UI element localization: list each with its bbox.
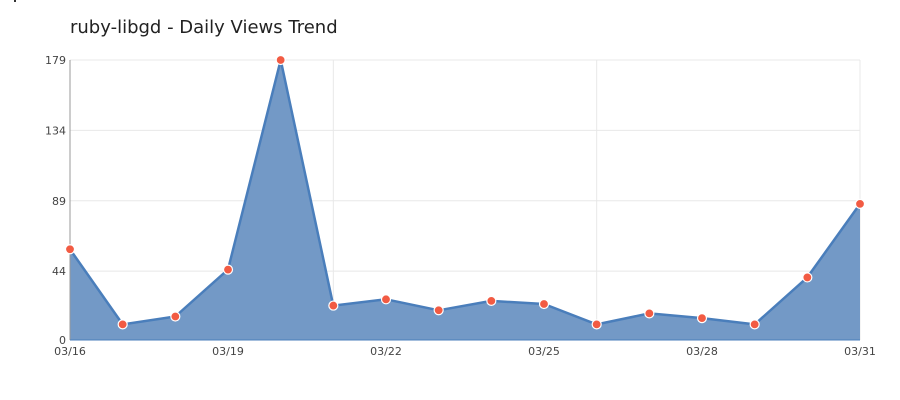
y-tick-label: 0 [59, 334, 66, 347]
area-fill [70, 60, 860, 340]
x-tick-label: 03/16 [54, 345, 86, 358]
corner-artifact [14, 0, 16, 2]
x-tick-label: 03/25 [528, 345, 560, 358]
chart-title: ruby-libgd - Daily Views Trend [70, 17, 338, 38]
data-point-marker[interactable] [486, 295, 497, 306]
series-line [68, 58, 862, 326]
data-point-marker[interactable] [222, 264, 234, 275]
data-point-marker[interactable] [380, 294, 392, 305]
y-tick-label: 179 [45, 54, 66, 67]
x-tick-label: 03/28 [686, 345, 718, 358]
x-axis: 03/16 03/19 03/22 03/25 03/28 03/31 [54, 339, 876, 358]
data-point-marker[interactable] [275, 54, 286, 66]
data-point-marker[interactable] [696, 313, 708, 324]
y-tick-label: 89 [52, 195, 66, 208]
grid-lines [70, 59, 861, 340]
data-markers [64, 54, 866, 330]
y-tick-label: 134 [45, 124, 66, 137]
data-point-marker[interactable] [802, 272, 813, 283]
data-point-marker[interactable] [433, 305, 444, 316]
data-point-marker[interactable] [538, 298, 550, 310]
x-tick-label: 03/19 [212, 345, 244, 358]
data-point-marker[interactable] [591, 319, 602, 330]
area-series [68, 58, 862, 340]
data-point-marker[interactable] [328, 300, 339, 311]
data-point-marker[interactable] [117, 319, 128, 330]
data-point-marker[interactable] [644, 308, 655, 319]
y-axis: 0 44 89 134 179 [45, 54, 71, 347]
data-point-marker[interactable] [854, 198, 866, 210]
data-point-marker[interactable] [749, 319, 760, 330]
y-tick-label: 44 [52, 265, 66, 278]
x-tick-label: 03/31 [844, 345, 876, 358]
data-point-marker[interactable] [64, 244, 76, 255]
data-point-marker[interactable] [170, 311, 181, 322]
x-tick-label: 03/22 [370, 345, 402, 358]
